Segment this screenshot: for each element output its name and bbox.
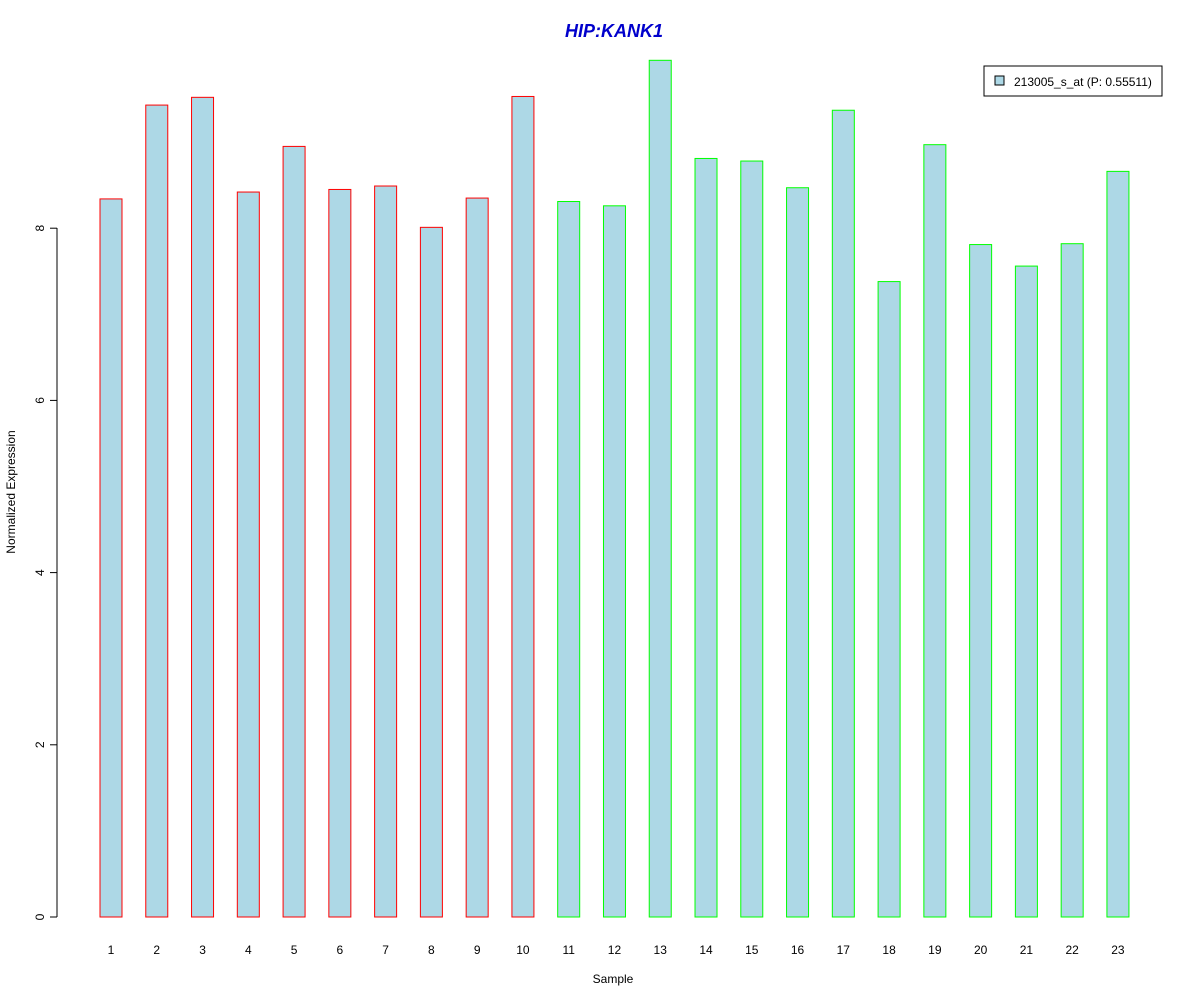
x-tick-label: 9 — [474, 943, 481, 957]
bar-sample-13 — [648, 59, 672, 918]
x-tick-label: 7 — [382, 943, 389, 957]
x-tick-label: 5 — [291, 943, 298, 957]
x-tick-label: 17 — [837, 943, 851, 957]
bar-sample-10 — [511, 95, 535, 918]
y-tick-label: 8 — [33, 225, 47, 232]
bars-group — [99, 59, 1130, 918]
bar-sample-1 — [99, 198, 123, 918]
x-tick-label: 4 — [245, 943, 252, 957]
legend-label: 213005_s_at (P: 0.55511) — [1014, 75, 1152, 89]
bar-sample-19 — [923, 144, 947, 918]
bar-sample-4 — [236, 191, 260, 918]
y-axis-ticks: 0 2 4 6 8 — [33, 225, 57, 920]
bar-sample-16 — [786, 187, 810, 918]
bar-sample-2 — [145, 104, 169, 918]
bar-sample-11 — [557, 201, 581, 918]
bar-sample-18 — [877, 281, 901, 918]
y-tick-label: 6 — [33, 397, 47, 404]
bar-sample-7 — [374, 185, 398, 918]
bar-sample-8 — [419, 226, 443, 918]
bar-sample-17 — [831, 109, 855, 918]
x-tick-label: 6 — [337, 943, 344, 957]
bar-sample-5 — [282, 145, 306, 918]
bar-sample-14 — [694, 157, 718, 918]
bar-sample-20 — [969, 244, 993, 918]
bar-sample-3 — [191, 96, 215, 918]
x-tick-label: 13 — [654, 943, 668, 957]
bar-sample-6 — [328, 188, 352, 918]
x-tick-label: 15 — [745, 943, 759, 957]
x-tick-label: 11 — [562, 943, 575, 957]
x-tick-label: 14 — [699, 943, 713, 957]
bar-sample-21 — [1014, 265, 1038, 918]
bar-sample-12 — [602, 205, 626, 918]
x-tick-label: 2 — [153, 943, 160, 957]
x-axis-tick-labels: 1 2 3 4 5 6 7 8 9 10 11 12 13 14 15 16 17 18 19 20 21 22 23 — [108, 943, 1125, 957]
bar-sample-9 — [465, 197, 489, 918]
x-tick-label: 10 — [516, 943, 530, 957]
x-tick-label: 21 — [1020, 943, 1034, 957]
x-tick-label: 23 — [1111, 943, 1125, 957]
bar-sample-22 — [1060, 243, 1084, 918]
x-tick-label: 18 — [882, 943, 896, 957]
y-tick-label: 2 — [33, 741, 47, 748]
legend: 213005_s_at (P: 0.55511) — [983, 65, 1163, 97]
bar-sample-23 — [1106, 170, 1130, 918]
x-tick-label: 16 — [791, 943, 805, 957]
x-tick-label: 8 — [428, 943, 435, 957]
x-tick-label: 20 — [974, 943, 988, 957]
legend-swatch — [994, 75, 1005, 86]
x-tick-label: 1 — [108, 943, 115, 957]
bar-sample-15 — [740, 160, 764, 918]
chart-title: HIP:KANK1 — [565, 21, 663, 41]
y-axis-label: Normalized Expression — [4, 430, 18, 553]
y-tick-label: 0 — [33, 913, 47, 920]
x-axis-label: Sample — [593, 972, 634, 986]
x-tick-label: 3 — [199, 943, 206, 957]
legend-box — [983, 65, 1163, 97]
x-tick-label: 12 — [608, 943, 622, 957]
x-tick-label: 19 — [928, 943, 942, 957]
x-tick-label: 22 — [1065, 943, 1079, 957]
y-tick-label: 4 — [33, 569, 47, 576]
